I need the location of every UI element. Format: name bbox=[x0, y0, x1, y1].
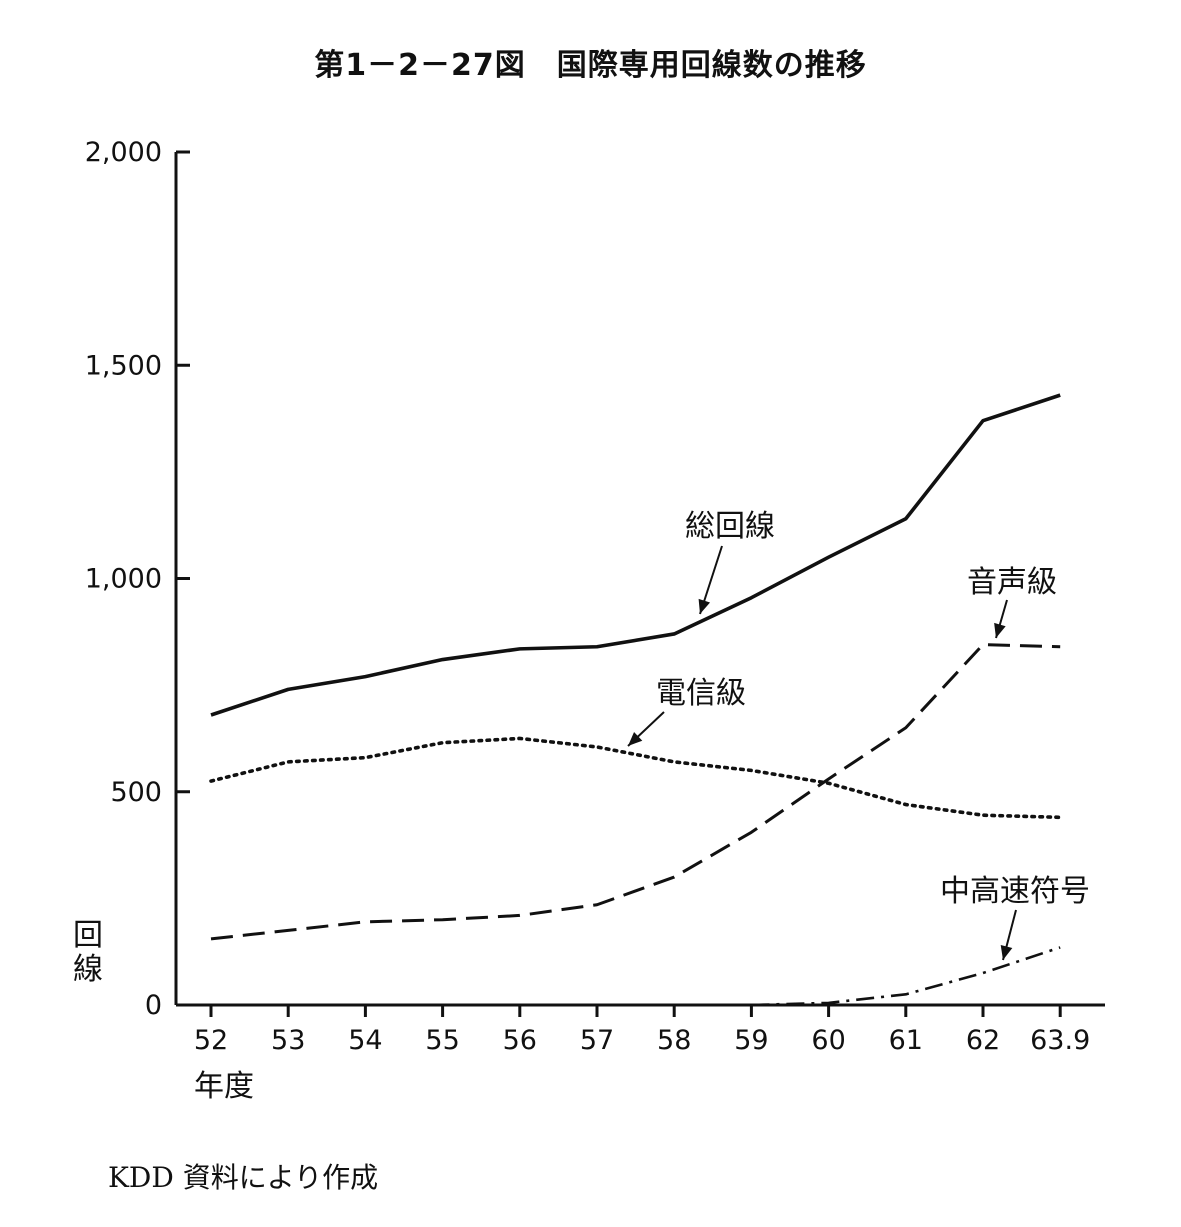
x-tick-label: 61 bbox=[889, 1025, 923, 1056]
x-tick-label: 60 bbox=[811, 1025, 845, 1056]
series-line-1 bbox=[210, 393, 1061, 717]
x-tick-label: 63.9 bbox=[1030, 1025, 1090, 1056]
series-layer bbox=[209, 393, 1062, 1007]
x-tick-label: 62 bbox=[966, 1025, 1000, 1056]
series-label-4: 中高速符号 bbox=[940, 874, 1090, 909]
label-arrowhead bbox=[698, 598, 711, 614]
series-label-1: 総回線 bbox=[685, 509, 775, 544]
y-axis-label: 回線 bbox=[73, 918, 103, 987]
y-tick-label: 1,500 bbox=[85, 350, 162, 381]
label-arrowhead bbox=[1000, 944, 1013, 960]
x-tick-label: 53 bbox=[271, 1025, 305, 1056]
series-label-2: 電信級 bbox=[656, 676, 746, 711]
y-tick-label: 2,000 bbox=[85, 137, 162, 168]
x-tick-label: 52 bbox=[194, 1025, 228, 1056]
x-tick-label: 59 bbox=[734, 1025, 768, 1056]
label-arrowhead bbox=[994, 622, 1006, 638]
y-tick-label: 1,000 bbox=[85, 564, 162, 595]
series-label-3: 音声級 bbox=[967, 565, 1057, 600]
axes: 0 500 1,000 1,500 2,000 52 53 54 55 56 57 58 59 60 61 6… bbox=[73, 137, 1105, 1104]
chart-title: 第1－2－27図 国際専用回線数の推移 bbox=[314, 48, 867, 83]
x-tick-label: 57 bbox=[580, 1025, 614, 1056]
series-line-3 bbox=[210, 643, 1061, 941]
x-tick-label: 55 bbox=[425, 1025, 459, 1056]
x-tick-label: 56 bbox=[503, 1025, 537, 1056]
x-tick-label: 54 bbox=[348, 1025, 382, 1056]
x-tick-label: 58 bbox=[657, 1025, 691, 1056]
series-line-4 bbox=[751, 946, 1061, 1007]
label-arrowhead bbox=[628, 732, 643, 746]
series-line-2 bbox=[209, 736, 1062, 820]
y-tick-label: 500 bbox=[110, 777, 162, 808]
source-note: KDD 資料により作成 bbox=[108, 1161, 379, 1194]
x-axis-label: 年度 bbox=[194, 1069, 254, 1104]
y-tick-label: 0 bbox=[145, 990, 162, 1021]
